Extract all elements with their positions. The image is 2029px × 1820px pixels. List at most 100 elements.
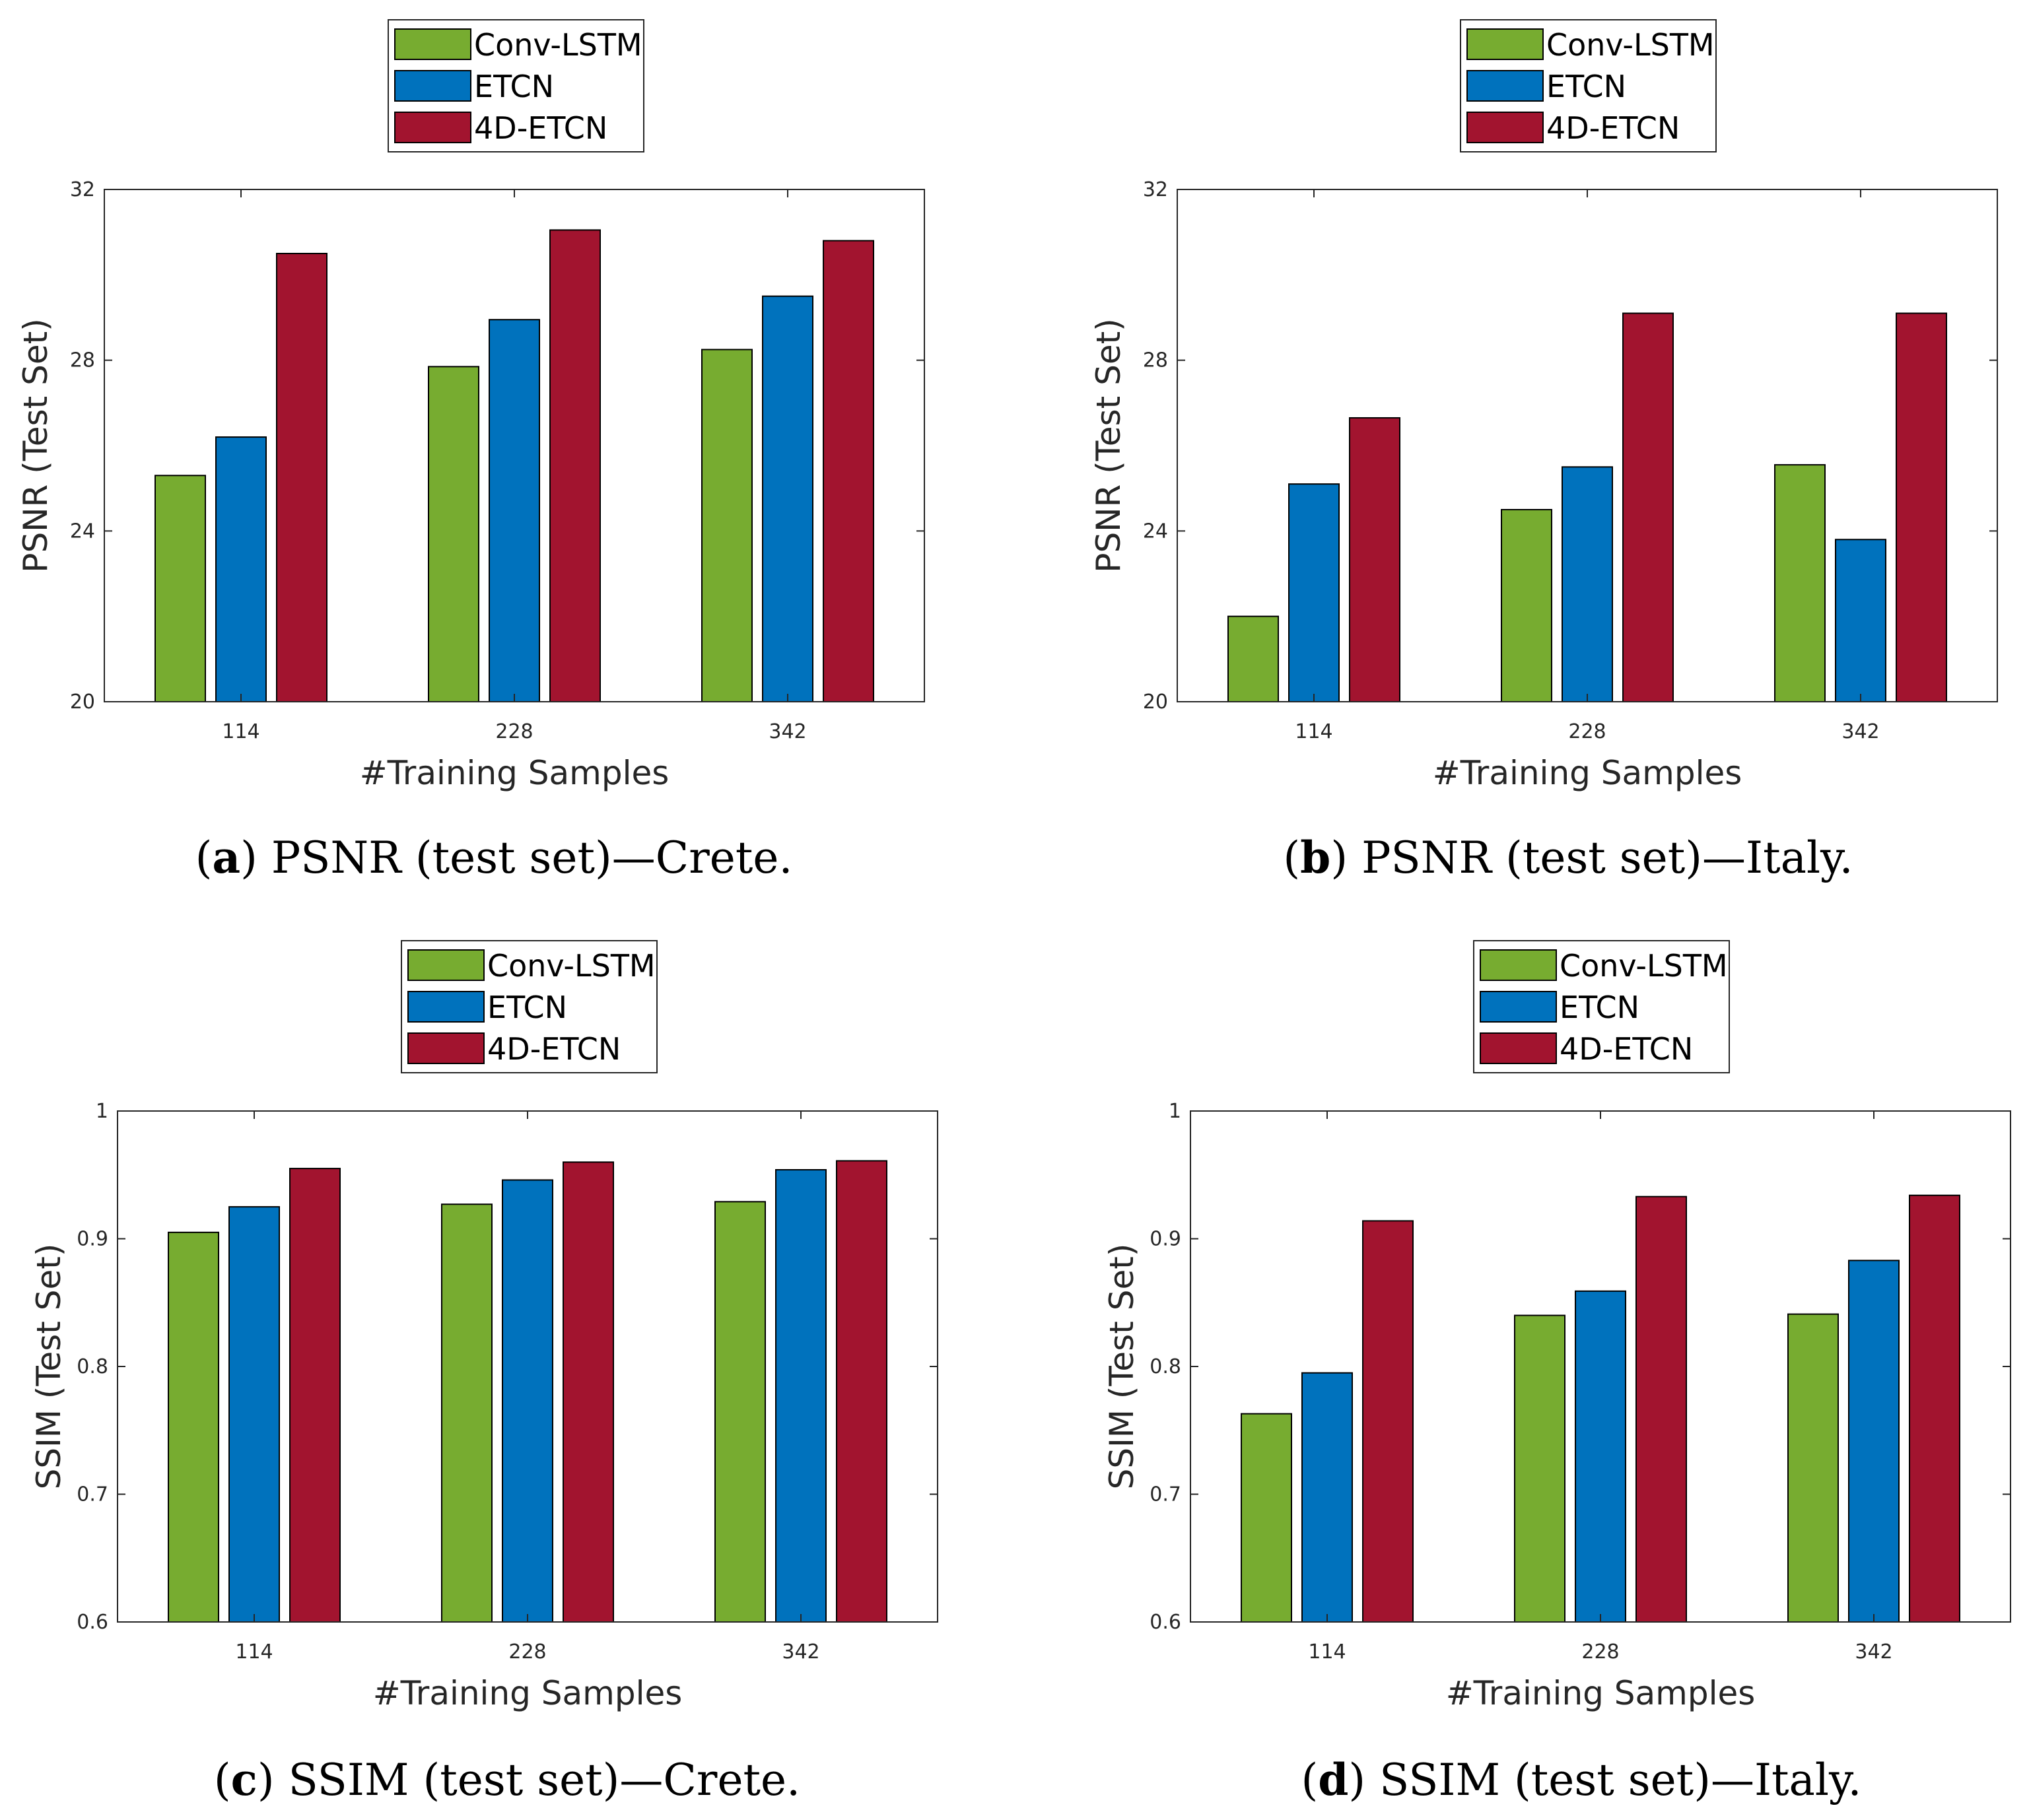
caption-letter: d bbox=[1318, 1754, 1348, 1805]
x-tick-label: 342 bbox=[1855, 1640, 1892, 1664]
y-tick-label: 0.8 bbox=[77, 1355, 108, 1378]
legend: Conv-LSTM ETCN 4D-ETCN bbox=[1460, 19, 1717, 152]
y-tick-label: 0.6 bbox=[77, 1611, 108, 1634]
y-axis-label: PSNR (Test Set) bbox=[17, 318, 55, 572]
x-tick-label: 342 bbox=[769, 720, 806, 743]
x-tick-label: 228 bbox=[1568, 720, 1606, 743]
x-tick-label: 114 bbox=[1295, 720, 1332, 743]
y-tick-label: 0.9 bbox=[77, 1228, 108, 1251]
y-axis-label: SSIM (Test Set) bbox=[1103, 1244, 1141, 1490]
legend-label-etcn: ETCN bbox=[1546, 69, 1626, 104]
chart-panel-b: 20 24 28 32 114 228 342 #Training Samples PSNR (… bbox=[1089, 19, 1998, 883]
legend: Conv-LSTM ETCN 4D-ETCN bbox=[1473, 940, 1730, 1073]
legend-swatch-etcn bbox=[1480, 991, 1557, 1023]
y-tick-label: 0.8 bbox=[1150, 1355, 1181, 1378]
legend-swatch-conv-lstm bbox=[394, 28, 471, 60]
legend-label-conv-lstm: Conv-LSTM bbox=[1560, 948, 1728, 984]
legend-label-4d-etcn: 4D-ETCN bbox=[1546, 110, 1680, 146]
x-tick-label: 228 bbox=[1581, 1640, 1619, 1664]
legend-label-conv-lstm: Conv-LSTM bbox=[487, 948, 656, 984]
caption: (d) SSIM (test set)—Italy. bbox=[1301, 1754, 1862, 1805]
caption-paren-close: ) bbox=[1348, 1755, 1379, 1805]
y-tick-label: 32 bbox=[70, 178, 95, 201]
caption-paren-open: ( bbox=[214, 1755, 231, 1805]
bar-c-etcn-342 bbox=[775, 1169, 827, 1623]
legend-swatch-4d-etcn bbox=[407, 1032, 485, 1064]
x-tick-label: 342 bbox=[782, 1640, 819, 1664]
bar-d-etcn-342 bbox=[1848, 1260, 1900, 1623]
x-tick-label: 342 bbox=[1841, 720, 1879, 743]
legend: Conv-LSTM ETCN 4D-ETCN bbox=[401, 940, 658, 1073]
bar-c-conv-lstm-228 bbox=[441, 1203, 493, 1623]
bar-d-4d-etcn-228 bbox=[1635, 1196, 1687, 1623]
caption: (b) PSNR (test set)—Italy. bbox=[1283, 832, 1853, 883]
bar-d-conv-lstm-114 bbox=[1241, 1413, 1292, 1623]
bar-a-conv-lstm-114 bbox=[155, 475, 206, 702]
y-tick-label: 0.7 bbox=[77, 1483, 108, 1506]
bar-c-4d-etcn-342 bbox=[836, 1160, 887, 1623]
legend-label-etcn: ETCN bbox=[487, 990, 567, 1025]
legend-label-etcn: ETCN bbox=[1560, 990, 1639, 1025]
caption-paren-open: ( bbox=[1301, 1755, 1319, 1805]
bar-b-conv-lstm-228 bbox=[1501, 509, 1552, 702]
legend-label-4d-etcn: 4D-ETCN bbox=[487, 1031, 621, 1067]
bar-d-conv-lstm-228 bbox=[1514, 1314, 1565, 1623]
x-tick-label: 114 bbox=[222, 720, 259, 743]
legend-label-4d-etcn: 4D-ETCN bbox=[474, 110, 607, 146]
y-tick-label: 20 bbox=[1143, 691, 1168, 714]
bar-d-etcn-228 bbox=[1575, 1290, 1626, 1623]
caption-text: SSIM (test set)—Crete. bbox=[289, 1755, 800, 1805]
bar-d-4d-etcn-114 bbox=[1362, 1220, 1414, 1623]
y-tick-label: 28 bbox=[1143, 349, 1168, 372]
legend-label-conv-lstm: Conv-LSTM bbox=[474, 27, 642, 63]
y-tick-label: 0.6 bbox=[1150, 1611, 1181, 1634]
legend-swatch-conv-lstm bbox=[1466, 28, 1544, 60]
caption-paren-close: ) bbox=[240, 832, 271, 883]
legend-swatch-conv-lstm bbox=[1480, 949, 1557, 981]
caption-text: PSNR (test set)—Crete. bbox=[271, 832, 793, 883]
y-tick-label: 32 bbox=[1143, 178, 1168, 201]
caption-text: PSNR (test set)—Italy. bbox=[1361, 832, 1853, 883]
y-tick-label: 20 bbox=[70, 691, 95, 714]
bar-d-conv-lstm-342 bbox=[1787, 1313, 1839, 1623]
x-axis-label: #Training Samples bbox=[360, 754, 670, 792]
y-tick-label: 0.9 bbox=[1150, 1228, 1181, 1251]
y-tick-label: 0.7 bbox=[1150, 1483, 1181, 1506]
caption-letter: a bbox=[212, 832, 240, 883]
chart-panel-c: 0.6 0.7 0.8 0.9 1 114 228 342 #Training Samples S… bbox=[30, 940, 938, 1805]
bar-b-etcn-342 bbox=[1835, 539, 1886, 702]
bar-b-conv-lstm-114 bbox=[1227, 615, 1279, 703]
bar-d-4d-etcn-342 bbox=[1909, 1194, 1960, 1623]
y-axis-label: SSIM (Test Set) bbox=[30, 1244, 68, 1490]
legend-swatch-4d-etcn bbox=[1480, 1032, 1557, 1064]
x-axis-label: #Training Samples bbox=[1433, 754, 1742, 792]
caption: (a) PSNR (test set)—Crete. bbox=[195, 832, 793, 883]
bar-c-conv-lstm-342 bbox=[714, 1201, 766, 1623]
bar-a-etcn-228 bbox=[489, 319, 540, 702]
y-tick-label: 1 bbox=[1169, 1100, 1181, 1123]
bar-a-conv-lstm-342 bbox=[701, 349, 753, 702]
caption-paren-close: ) bbox=[1330, 832, 1361, 883]
y-tick-label: 28 bbox=[70, 349, 95, 372]
chart-panel-a: 20 24 28 32 114 228 342 #Training Samples PSNR (… bbox=[17, 19, 925, 883]
x-tick-label: 228 bbox=[495, 720, 533, 743]
bar-c-4d-etcn-114 bbox=[289, 1168, 341, 1623]
legend-swatch-etcn bbox=[407, 991, 485, 1023]
caption-letter: c bbox=[231, 1754, 258, 1805]
y-tick-label: 1 bbox=[96, 1100, 108, 1123]
bar-a-4d-etcn-228 bbox=[549, 229, 601, 702]
bar-b-etcn-228 bbox=[1562, 466, 1613, 702]
bar-a-etcn-342 bbox=[762, 295, 813, 702]
bar-b-4d-etcn-342 bbox=[1896, 312, 1947, 702]
legend-label-etcn: ETCN bbox=[474, 69, 554, 104]
bar-a-etcn-114 bbox=[215, 436, 267, 702]
legend-swatch-conv-lstm bbox=[407, 949, 485, 981]
y-tick-label: 24 bbox=[1143, 520, 1168, 543]
bar-d-etcn-114 bbox=[1301, 1372, 1353, 1623]
bar-a-conv-lstm-228 bbox=[428, 366, 479, 702]
caption: (c) SSIM (test set)—Crete. bbox=[214, 1754, 800, 1805]
bar-b-etcn-114 bbox=[1288, 483, 1340, 702]
legend-label-4d-etcn: 4D-ETCN bbox=[1560, 1031, 1693, 1067]
caption-paren-close: ) bbox=[258, 1755, 289, 1805]
